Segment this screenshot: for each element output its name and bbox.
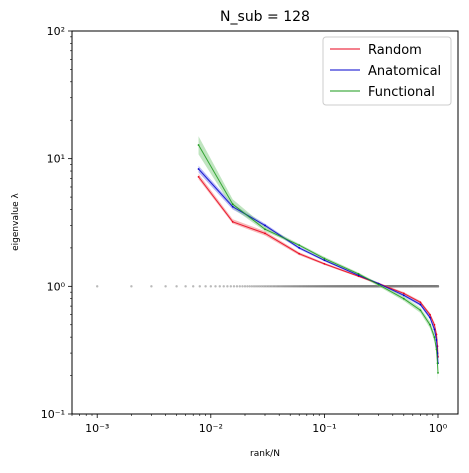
reference-point (262, 285, 265, 288)
reference-point (254, 285, 258, 288)
x-axis-label: rank/N (250, 449, 280, 459)
legend-entry-anatomical: Anatomical (330, 64, 441, 79)
legend-label-functional: Functional (368, 85, 435, 100)
point-random (264, 232, 266, 235)
point-functional (264, 228, 266, 231)
point-functional (435, 348, 438, 351)
point-random (429, 313, 431, 316)
x-tick-label: 10⁰ (429, 422, 448, 435)
reference-point (258, 285, 261, 288)
point-anatomical (357, 274, 360, 277)
reference-point (235, 285, 239, 288)
point-functional (437, 371, 439, 374)
reference-point (226, 285, 229, 288)
reference-point (248, 285, 251, 288)
y-tick-label: 10¹ (47, 153, 65, 166)
reference-point (184, 285, 187, 288)
reference-point (256, 285, 260, 288)
x-tick-label: 10⁻³ (85, 422, 109, 435)
point-functional (429, 323, 431, 326)
point-functional (402, 297, 405, 300)
reference-points-layer (96, 285, 440, 288)
point-anatomical (435, 339, 438, 341)
y-tick-label: 10⁻¹ (41, 408, 65, 421)
axis-ticks-layer: 10⁻³ 10⁻² 10⁻¹ 10⁰ 10⁻¹ 10⁰ 10¹ 10² (41, 25, 448, 435)
x-tick-label: 10⁻¹ (312, 422, 336, 435)
reference-point (175, 285, 178, 288)
band-functional (198, 136, 438, 382)
point-functional (377, 283, 380, 286)
point-functional (323, 257, 326, 260)
reference-point (218, 285, 221, 288)
point-anatomical (419, 303, 422, 306)
point-random (197, 175, 200, 178)
reference-point (229, 285, 232, 288)
chart-title: N_sub = 128 (220, 9, 310, 25)
line-random (198, 176, 439, 357)
point-random (323, 262, 326, 265)
reference-point (209, 285, 212, 288)
point-functional (197, 144, 200, 146)
point-random (231, 220, 234, 223)
reference-point (243, 285, 247, 288)
reference-point (252, 285, 256, 288)
reference-point (198, 285, 201, 288)
point-anatomical (197, 168, 200, 170)
reference-point (192, 285, 195, 288)
point-anatomical (231, 205, 234, 208)
y-tick-label: 10² (47, 25, 65, 38)
reference-point (241, 285, 244, 288)
confidence-bands-layer (198, 136, 438, 382)
band-anatomical (198, 165, 438, 368)
x-tick-label: 10⁻² (199, 422, 223, 435)
point-random (435, 333, 438, 336)
reference-point (96, 285, 99, 288)
line-functional (198, 144, 439, 373)
point-random (298, 252, 301, 255)
legend-label-anatomical: Anatomical (368, 64, 441, 79)
legend-frame (322, 36, 452, 106)
reference-point (260, 285, 263, 288)
reference-point (250, 285, 254, 288)
point-anatomical (264, 224, 266, 227)
reference-point (130, 285, 133, 288)
point-anatomical (298, 247, 301, 249)
series-lines-layer (197, 144, 439, 374)
reference-point (238, 285, 241, 288)
line-anatomical (198, 168, 439, 364)
point-anatomical (433, 328, 436, 331)
legend-entry-functional: Functional (330, 85, 435, 100)
y-axis-label: eigenvalue λ (11, 192, 21, 250)
point-functional (436, 362, 439, 365)
point-anatomical (429, 316, 431, 319)
point-functional (231, 203, 234, 206)
legend-entry-random: Random (330, 43, 422, 58)
reference-point (436, 285, 440, 288)
point-functional (357, 273, 360, 275)
point-functional (433, 336, 436, 339)
point-random (402, 292, 405, 295)
reference-point (214, 285, 217, 288)
point-anatomical (323, 259, 326, 262)
reference-point (204, 285, 207, 288)
point-functional (298, 244, 301, 247)
reference-point (246, 285, 249, 288)
point-functional (419, 309, 422, 312)
reference-point (222, 285, 225, 288)
y-tick-label: 10⁰ (47, 280, 66, 293)
point-random (419, 301, 422, 304)
reference-point (150, 285, 153, 288)
legend-label-random: Random (368, 43, 422, 58)
reference-point (164, 285, 167, 288)
point-anatomical (402, 294, 405, 297)
reference-point (232, 285, 236, 288)
legend: Random Anatomical Functional (322, 36, 452, 106)
point-random (433, 323, 436, 326)
